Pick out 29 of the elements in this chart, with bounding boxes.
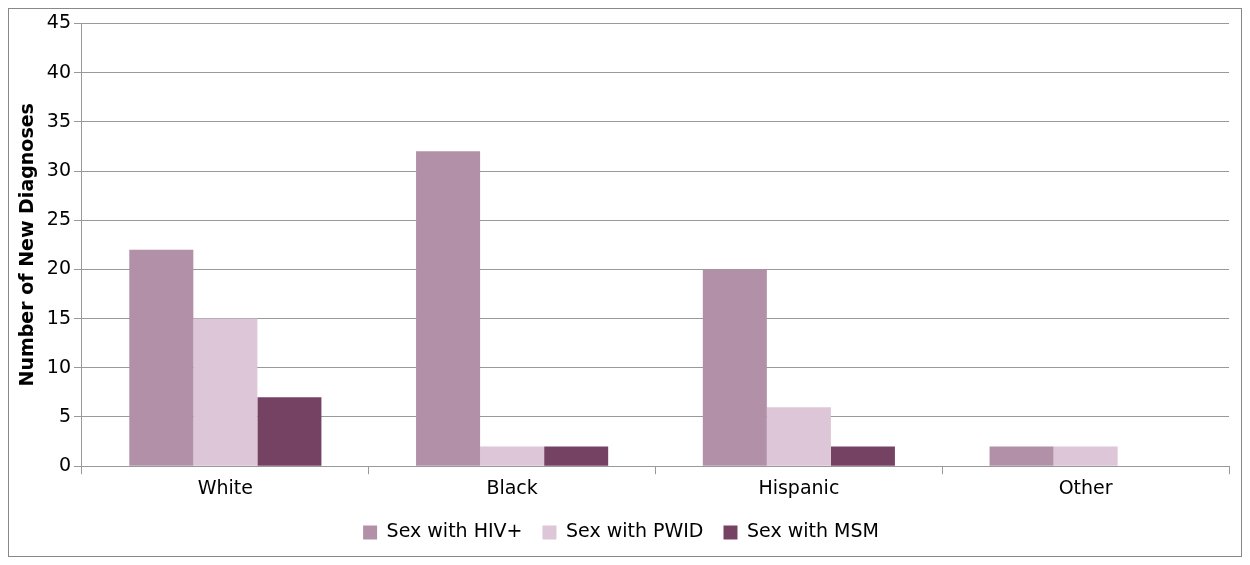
x-tick-label: White	[197, 475, 253, 498]
y-tick-label: 15	[46, 305, 71, 328]
bar	[480, 446, 545, 466]
bar	[257, 397, 322, 466]
bar	[416, 151, 481, 466]
bar	[989, 446, 1054, 466]
legend-label: Sex with MSM	[746, 519, 879, 542]
legend-label: Sex with HIV+	[386, 519, 523, 542]
y-tick-label: 40	[46, 59, 71, 82]
legend-label: Sex with PWID	[565, 519, 704, 542]
bar	[766, 407, 831, 466]
x-tick-label: Other	[1058, 475, 1113, 498]
bar	[544, 446, 609, 466]
bar	[129, 249, 194, 466]
y-axis-title: Number of New Diagnoses	[15, 103, 38, 387]
y-tick-label: 35	[46, 108, 71, 131]
y-tick-label: 30	[46, 157, 71, 180]
y-tick-label: 5	[58, 403, 71, 426]
x-tick-label: Hispanic	[758, 475, 840, 498]
bar	[1053, 446, 1118, 466]
bar	[830, 446, 895, 466]
y-tick-label: 10	[46, 354, 71, 377]
y-tick-label: 0	[58, 453, 71, 476]
y-tick-label: 25	[46, 207, 71, 230]
bar	[193, 318, 258, 466]
y-tick-label: 45	[46, 10, 71, 33]
y-tick-label: 20	[46, 256, 71, 279]
x-tick-label: Black	[486, 475, 538, 498]
bar	[702, 269, 767, 466]
